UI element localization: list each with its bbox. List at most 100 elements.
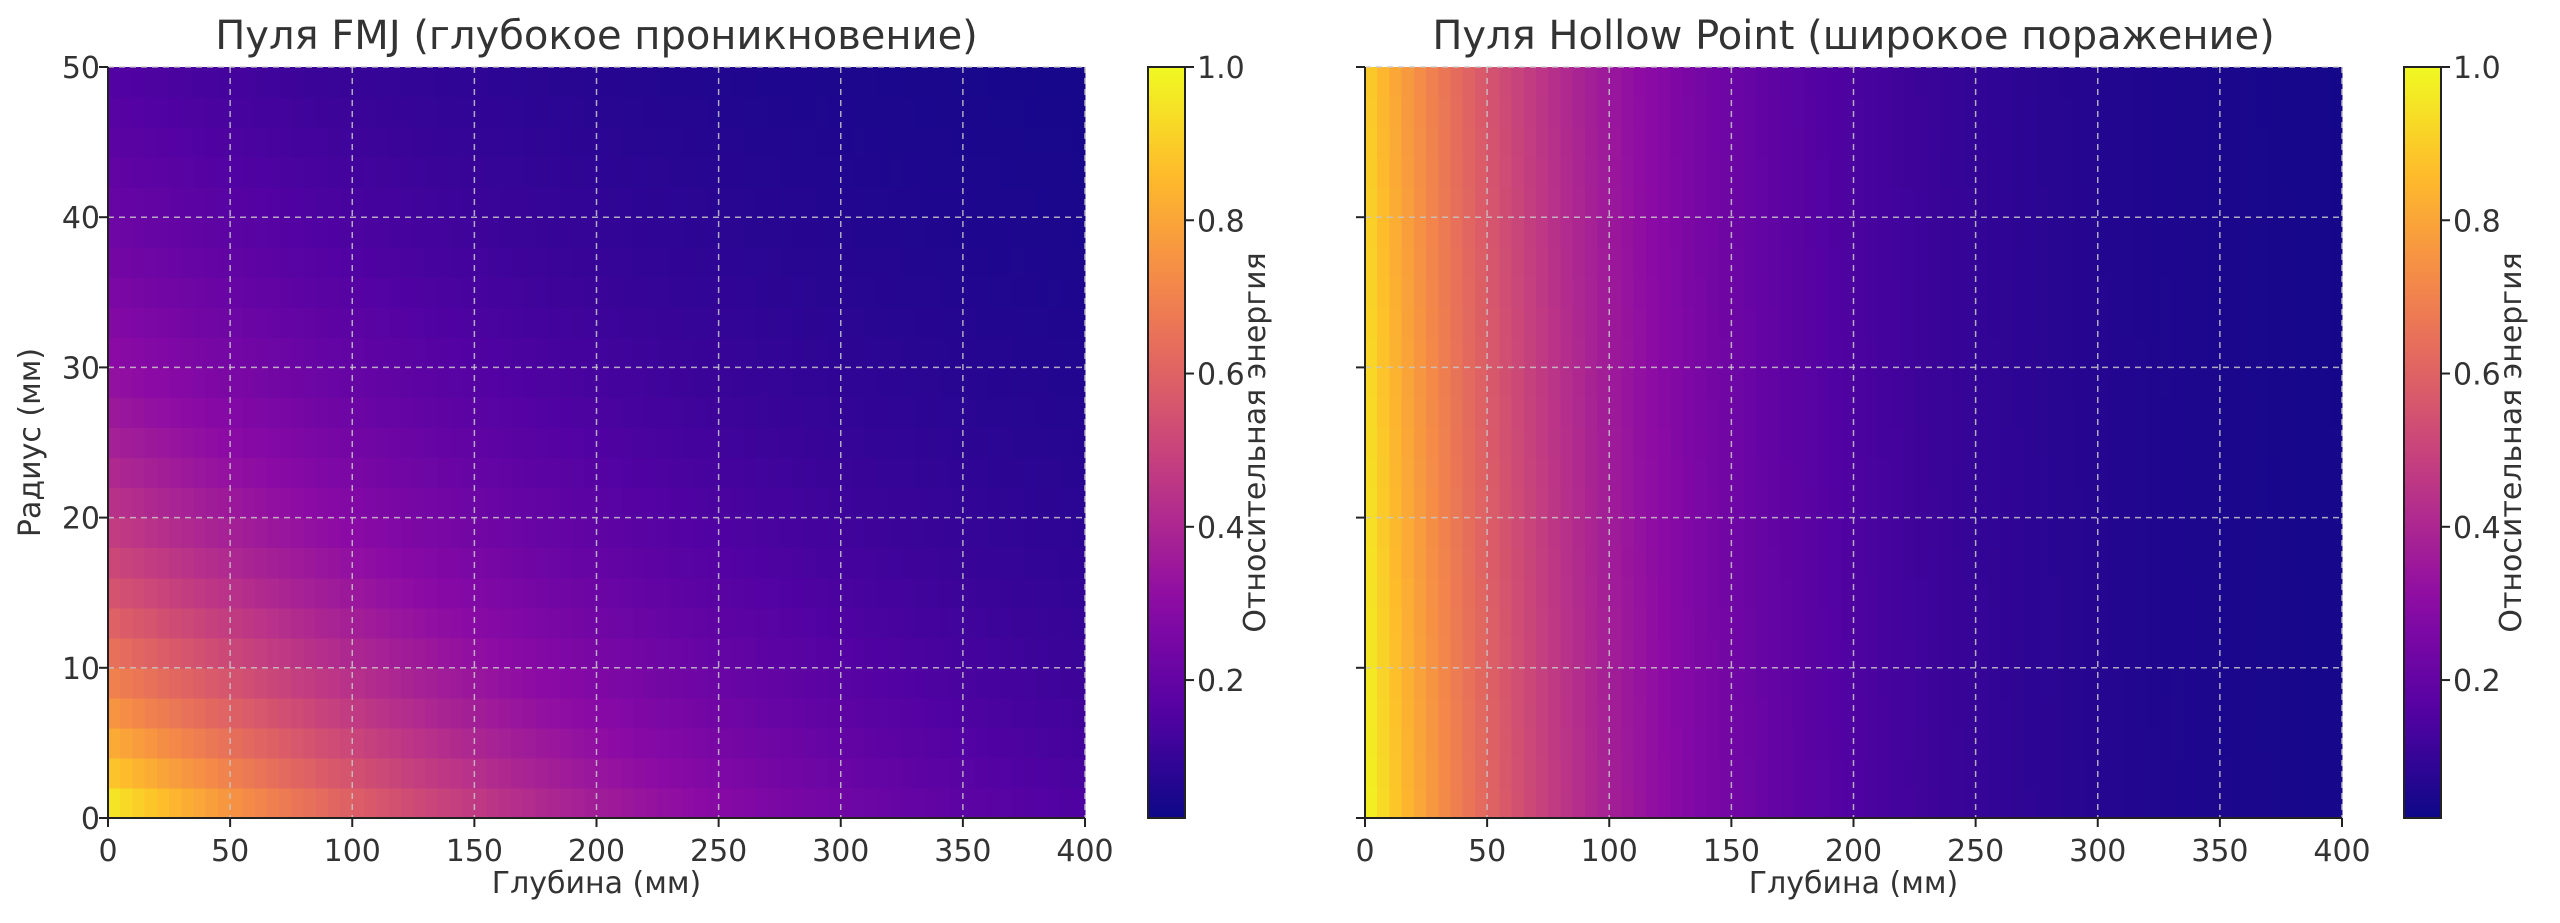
heatmap-cell (1682, 157, 1696, 188)
heatmap-cell (474, 517, 488, 549)
heatmap-cell (266, 97, 280, 128)
heatmap-cell (1377, 187, 1391, 218)
heatmap-cell (816, 697, 830, 729)
heatmap-cell (2146, 517, 2160, 549)
heatmap-cell (242, 367, 256, 399)
heatmap-cell (132, 517, 146, 549)
heatmap-cell (437, 367, 451, 399)
heatmap-cell (804, 757, 817, 789)
heatmap-cell (2036, 187, 2050, 218)
heatmap-cell (1792, 367, 1806, 399)
heatmap-cell (1060, 127, 1074, 158)
heatmap-cell (1487, 187, 1500, 218)
heatmap-cell (767, 217, 781, 248)
heatmap-cell (877, 67, 891, 98)
heatmap-cell (865, 277, 878, 308)
heatmap-cell (1389, 367, 1403, 399)
heatmap-cell (1560, 457, 1574, 489)
heatmap-cell (975, 757, 988, 789)
heatmap-cell (2097, 97, 2111, 128)
heatmap-cell (1682, 427, 1696, 459)
heatmap-cell (2329, 307, 2343, 338)
heatmap-cell (584, 277, 598, 308)
heatmap-cell (1731, 337, 1745, 368)
heatmap-cell (608, 577, 622, 609)
heatmap-cell (1670, 367, 1684, 399)
heatmap-cell (1609, 307, 1623, 338)
heatmap-cell (1609, 277, 1623, 308)
heatmap-cell (804, 187, 817, 218)
heatmap-cell (352, 367, 366, 399)
heatmap-cell (730, 517, 744, 549)
heatmap-cell (2305, 97, 2319, 128)
heatmap-cell (2329, 337, 2343, 368)
x-axis-label: Глубина (мм) (1749, 866, 1958, 901)
heatmap-cell (1731, 697, 1745, 729)
heatmap-cell (816, 247, 830, 278)
heatmap-cell (1048, 187, 1062, 218)
heatmap-cell (1609, 457, 1623, 489)
heatmap-cell (1535, 517, 1549, 549)
heatmap-cell (2293, 217, 2306, 248)
x-tick-label: 300 (2069, 834, 2126, 869)
heatmap-cell (1450, 427, 1464, 459)
heatmap-cell (1560, 187, 1574, 218)
heatmap-cell (718, 247, 732, 278)
y-tick-label: 10 (62, 652, 100, 687)
heatmap-cell (584, 247, 598, 278)
heatmap-cell (572, 757, 585, 789)
heatmap-cell (193, 397, 207, 429)
heatmap-cell (2122, 727, 2135, 759)
heatmap-cell (1914, 457, 1928, 489)
heatmap-cell (1401, 757, 1415, 789)
heatmap-cell (1560, 667, 1574, 699)
heatmap-cell (1438, 97, 1452, 128)
heatmap-cell (755, 187, 769, 218)
heatmap-cell (2171, 607, 2184, 639)
heatmap-cell (1829, 187, 1842, 218)
heatmap-cell (449, 577, 463, 609)
heatmap-cell (2171, 247, 2184, 278)
heatmap-cell (633, 487, 646, 519)
heatmap-cell (1560, 487, 1574, 519)
heatmap-cell (1755, 157, 1769, 188)
heatmap-cell (755, 157, 769, 188)
heatmap-cell (120, 637, 134, 669)
heatmap-cell (340, 157, 353, 188)
heatmap-cell (1938, 367, 1952, 399)
heatmap-cell (1426, 577, 1439, 609)
heatmap-cell (645, 517, 659, 549)
heatmap-cell (938, 637, 952, 669)
heatmap-cell (1036, 97, 1049, 128)
heatmap-cell (2061, 67, 2074, 98)
heatmap-cell (2171, 547, 2184, 579)
heatmap-cell (1731, 397, 1745, 429)
heatmap-cell (828, 277, 842, 308)
heatmap-cell (388, 427, 402, 459)
heatmap-cell (901, 727, 915, 759)
heatmap-cell (1841, 577, 1855, 609)
heatmap-cell (132, 787, 146, 819)
heatmap-cell (242, 697, 256, 729)
heatmap-cell (303, 67, 317, 98)
heatmap-cell (1780, 157, 1794, 188)
heatmap-cell (1511, 217, 1525, 248)
heatmap-cell (2317, 127, 2331, 158)
heatmap-cell (1023, 607, 1037, 639)
heatmap-cell (169, 607, 182, 639)
heatmap-cell (2293, 67, 2306, 98)
heatmap-cell (2000, 427, 2013, 459)
heatmap-cell (1450, 757, 1464, 789)
heatmap-cell (816, 427, 830, 459)
heatmap-cell (975, 517, 988, 549)
heatmap-cell (1975, 757, 1989, 789)
heatmap-cell (2061, 547, 2074, 579)
heatmap-cell (254, 157, 268, 188)
heatmap-cell (1072, 127, 1086, 158)
heatmap-cell (2171, 487, 2184, 519)
heatmap-cell (511, 757, 524, 789)
heatmap-cell (901, 397, 915, 429)
heatmap-cell (865, 517, 878, 549)
heatmap-cell (1597, 217, 1610, 248)
